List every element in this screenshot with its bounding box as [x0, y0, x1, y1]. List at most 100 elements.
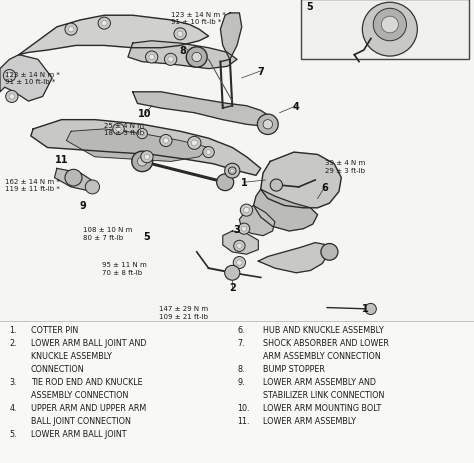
Circle shape — [365, 304, 376, 315]
Text: 9: 9 — [80, 201, 86, 211]
Circle shape — [192, 53, 201, 63]
Text: 3.: 3. — [9, 377, 17, 386]
Text: 2: 2 — [229, 282, 236, 292]
Bar — [0, 322, 474, 463]
Text: LOWER ARM MOUNTING BOLT: LOWER ARM MOUNTING BOLT — [263, 403, 381, 412]
Circle shape — [374, 9, 406, 42]
Text: ARM ASSEMBLY CONNECTION: ARM ASSEMBLY CONNECTION — [263, 351, 381, 360]
Text: 147 ± 29 N m
109 ± 21 ft-lb: 147 ± 29 N m 109 ± 21 ft-lb — [159, 306, 208, 319]
Text: 1: 1 — [241, 178, 247, 188]
Circle shape — [116, 127, 121, 132]
Text: TIE ROD END AND KNUCKLE: TIE ROD END AND KNUCKLE — [31, 377, 142, 386]
Text: LOWER ARM BALL JOINT: LOWER ARM BALL JOINT — [31, 429, 126, 438]
Circle shape — [65, 170, 82, 187]
Circle shape — [101, 21, 107, 27]
Text: 6: 6 — [321, 182, 328, 193]
Circle shape — [238, 224, 250, 235]
Circle shape — [203, 147, 214, 158]
Text: UPPER ARM AND UPPER ARM: UPPER ARM AND UPPER ARM — [31, 403, 146, 412]
Text: SHOCK ABSORBER AND LOWER: SHOCK ABSORBER AND LOWER — [263, 338, 389, 347]
Text: 9.: 9. — [237, 377, 245, 386]
Circle shape — [6, 91, 18, 103]
Circle shape — [174, 29, 186, 41]
Circle shape — [230, 169, 234, 173]
Polygon shape — [254, 190, 318, 232]
Circle shape — [362, 3, 417, 57]
Text: BALL JOINT CONNECTION: BALL JOINT CONNECTION — [31, 416, 131, 425]
Circle shape — [206, 150, 211, 155]
Circle shape — [85, 181, 100, 194]
Text: 8.: 8. — [237, 364, 245, 373]
Text: 123 ± 14 N m *
91 ± 10 ft-lb *: 123 ± 14 N m * 91 ± 10 ft-lb * — [5, 72, 60, 85]
Circle shape — [137, 129, 147, 139]
Circle shape — [163, 138, 169, 144]
Circle shape — [146, 52, 158, 64]
Circle shape — [160, 135, 172, 147]
Text: 6.: 6. — [237, 325, 245, 334]
Polygon shape — [31, 120, 261, 176]
Circle shape — [233, 257, 246, 269]
Polygon shape — [0, 56, 52, 102]
Text: CONNECTION: CONNECTION — [31, 364, 84, 373]
Text: 11.: 11. — [237, 416, 249, 425]
Text: 4: 4 — [293, 101, 300, 112]
Polygon shape — [239, 206, 275, 236]
Text: HUB AND KNUCKLE ASSEMBLY: HUB AND KNUCKLE ASSEMBLY — [263, 325, 384, 334]
Circle shape — [68, 27, 74, 33]
Circle shape — [321, 244, 338, 261]
Circle shape — [237, 260, 242, 266]
Circle shape — [237, 244, 242, 249]
Text: 3: 3 — [234, 224, 240, 234]
Text: BUMP STOPPER: BUMP STOPPER — [263, 364, 325, 373]
Circle shape — [186, 48, 207, 68]
Circle shape — [113, 124, 124, 135]
Text: LOWER ARM ASSEMBLY AND: LOWER ARM ASSEMBLY AND — [263, 377, 376, 386]
Polygon shape — [55, 169, 95, 192]
Text: 4.: 4. — [9, 403, 17, 412]
Circle shape — [270, 180, 283, 192]
Polygon shape — [223, 232, 258, 255]
Text: 108 ± 10 N m
80 ± 7 ft-lb: 108 ± 10 N m 80 ± 7 ft-lb — [83, 227, 132, 240]
Text: LOWER ARM BALL JOINT AND: LOWER ARM BALL JOINT AND — [31, 338, 146, 347]
Circle shape — [225, 164, 240, 179]
Text: 1.: 1. — [9, 325, 17, 334]
Circle shape — [242, 227, 246, 232]
Circle shape — [225, 266, 240, 281]
Circle shape — [132, 152, 153, 172]
Polygon shape — [19, 16, 209, 56]
Text: 10.: 10. — [237, 403, 249, 412]
Circle shape — [257, 115, 278, 135]
Text: ASSEMBLY CONNECTION: ASSEMBLY CONNECTION — [31, 390, 128, 399]
Circle shape — [240, 205, 253, 217]
Text: 2.: 2. — [9, 338, 17, 347]
Text: KNUCKLE ASSEMBLY: KNUCKLE ASSEMBLY — [31, 351, 112, 360]
Text: 11: 11 — [55, 155, 68, 165]
Circle shape — [188, 137, 201, 150]
Text: 5: 5 — [144, 231, 150, 241]
Text: 39 ± 4 N m
29 ± 3 ft-lb: 39 ± 4 N m 29 ± 3 ft-lb — [325, 160, 365, 173]
Circle shape — [168, 57, 173, 63]
Bar — [301, 0, 469, 60]
Circle shape — [3, 70, 16, 82]
Circle shape — [234, 241, 245, 252]
Polygon shape — [66, 130, 209, 162]
Text: STABILIZER LINK CONNECTION: STABILIZER LINK CONNECTION — [263, 390, 384, 399]
Text: 1: 1 — [362, 303, 368, 313]
Text: 5: 5 — [307, 2, 313, 13]
Text: 7: 7 — [257, 67, 264, 77]
Text: COTTER PIN: COTTER PIN — [31, 325, 78, 334]
Circle shape — [149, 55, 155, 61]
Circle shape — [177, 32, 183, 38]
Circle shape — [217, 175, 234, 191]
Text: 7.: 7. — [237, 338, 245, 347]
Circle shape — [137, 157, 147, 167]
Polygon shape — [220, 14, 242, 60]
Circle shape — [9, 94, 15, 100]
Text: LOWER ARM ASSEMBLY: LOWER ARM ASSEMBLY — [263, 416, 356, 425]
Circle shape — [191, 141, 197, 146]
Polygon shape — [261, 153, 341, 208]
Circle shape — [7, 74, 12, 79]
Circle shape — [140, 132, 145, 137]
Circle shape — [381, 17, 398, 34]
Circle shape — [98, 18, 110, 30]
